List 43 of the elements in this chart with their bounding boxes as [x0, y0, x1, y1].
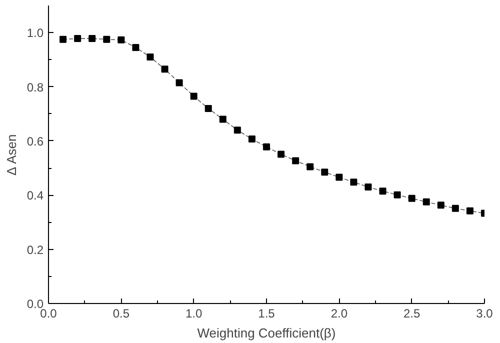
- point: [263, 143, 270, 150]
- point: [278, 150, 285, 158]
- x-tick-label: 1.0: [185, 306, 202, 320]
- point: [146, 53, 154, 60]
- point: [161, 66, 168, 73]
- point: [422, 198, 430, 206]
- point: [379, 188, 386, 195]
- point: [88, 35, 96, 42]
- point: [350, 178, 358, 186]
- x-axis-title: Weighting Coefficient(β): [197, 326, 336, 340]
- y-axis-title: Δ Asen: [4, 134, 19, 176]
- point: [132, 44, 140, 51]
- point: [118, 36, 125, 44]
- point: [364, 184, 372, 191]
- x-tick-label: 2.0: [330, 306, 348, 320]
- x-tick-label: 1.5: [258, 306, 276, 320]
- point: [336, 174, 343, 181]
- point: [452, 204, 459, 212]
- point: [190, 92, 198, 100]
- point: [394, 191, 401, 198]
- y-tick-label: 0.2: [26, 242, 44, 257]
- point: [234, 126, 241, 134]
- y-tick-label: 0.8: [26, 80, 44, 94]
- x-tick-label: 0.5: [112, 306, 130, 320]
- point: [176, 79, 183, 86]
- y-tick-label: 0.4: [26, 188, 44, 203]
- point: [306, 163, 314, 170]
- point: [60, 36, 67, 43]
- x-tick-label: 3.0: [476, 306, 494, 320]
- point: [408, 194, 416, 202]
- y-tick-label: 0.6: [26, 134, 44, 148]
- x-tick-label: 2.5: [403, 306, 420, 320]
- x-tick-label: 0.0: [40, 306, 58, 320]
- point: [466, 207, 474, 214]
- point: [219, 116, 226, 123]
- point: [103, 36, 110, 43]
- y-tick-label: 1.0: [26, 26, 44, 40]
- point: [321, 168, 328, 176]
- point: [248, 136, 256, 143]
- point: [204, 104, 212, 112]
- point: [74, 35, 82, 42]
- point: [437, 202, 444, 209]
- point: [292, 157, 300, 164]
